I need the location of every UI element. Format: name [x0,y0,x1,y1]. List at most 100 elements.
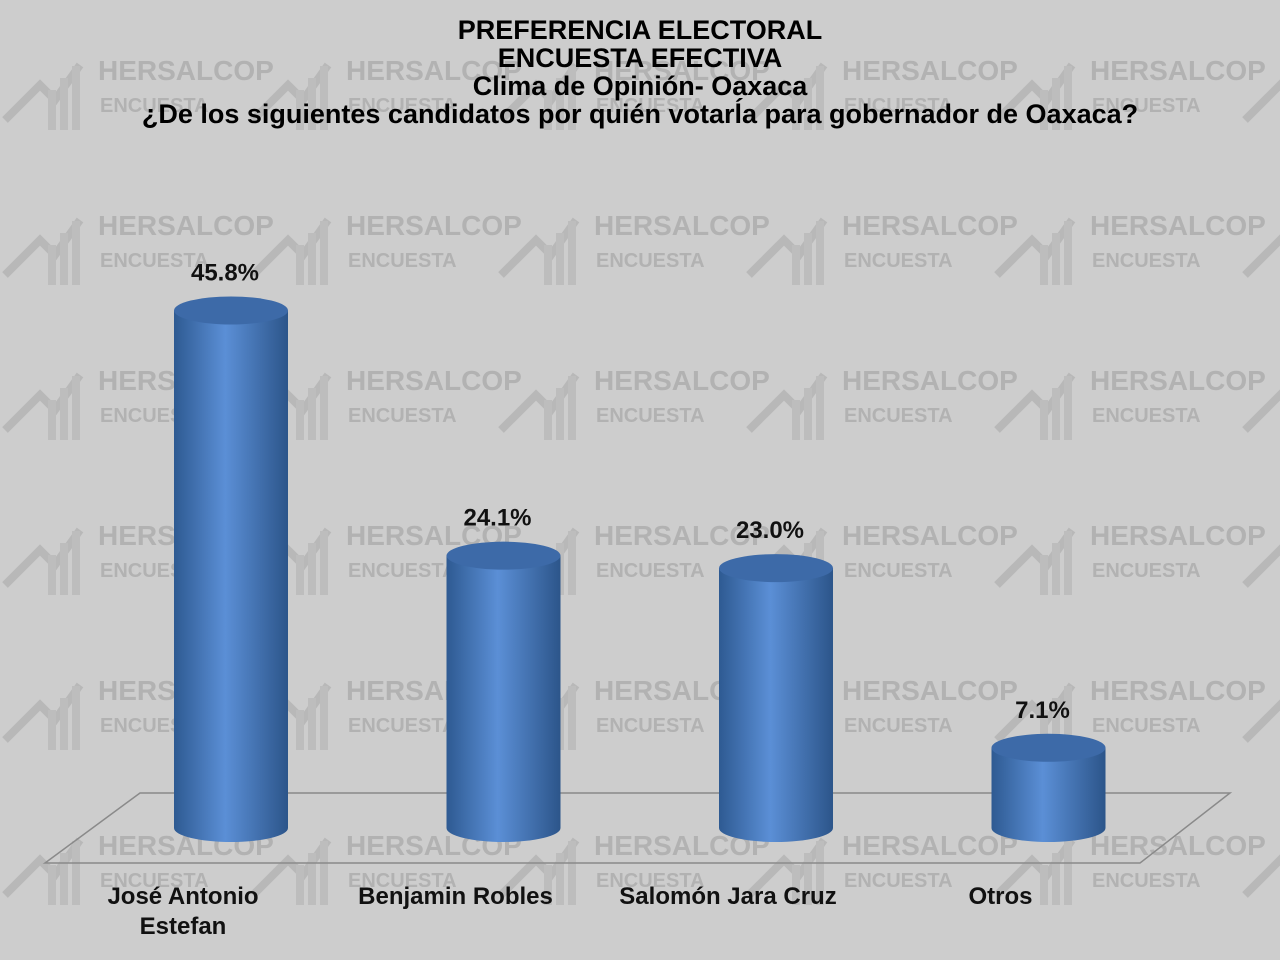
title-line: ENCUESTA EFECTIVA [497,43,783,73]
watermark-name: HERSALCOP [1090,55,1266,86]
watermark-bar [1064,531,1072,595]
watermark-bar [296,555,304,595]
watermark-bar [1040,90,1048,130]
bar [991,733,1106,843]
watermark-bar [48,245,56,285]
watermark-bar [556,233,564,285]
watermark-bar [1040,245,1048,285]
watermark-sub: ENCUESTA [596,560,705,582]
watermark-bar [48,865,56,905]
watermark-name: HERSALCOP [1090,520,1266,551]
watermark-bar [568,66,576,130]
watermark-bar [1040,400,1048,440]
watermark-bar [320,221,328,285]
watermark-bar [556,853,564,905]
watermark-sub: ENCUESTA [348,250,457,272]
watermark-bar [72,221,80,285]
watermark-bar [296,865,304,905]
watermark-name: HERSALCOP [594,55,770,86]
watermark: HERSALCOP ENCUESTA [250,55,522,130]
watermark-bar [792,90,800,130]
watermark-bar [320,841,328,905]
watermark-bar [60,233,68,285]
watermark-bar [544,400,552,440]
watermark-bar [296,245,304,285]
watermark-bar [320,531,328,595]
watermark-sub: ENCUESTA [1092,715,1201,737]
watermark-sub: ENCUESTA [596,95,705,117]
watermark-sub: ENCUESTA [348,870,457,892]
data-label: 7.1% [1015,697,1070,724]
watermark-bar [72,686,80,750]
watermark-sub: ENCUESTA [348,95,457,117]
watermark-sub: ENCUESTA [1092,250,1201,272]
bar-top [991,733,1106,762]
watermark-bar [1040,865,1048,905]
watermark-name: HERSALCOP [346,55,522,86]
x-tick-label: Benjamin Robles [358,883,553,910]
watermark-icon [2,372,84,433]
watermark-bar [308,78,316,130]
bar-body [991,747,1106,843]
watermark-bar [544,245,552,285]
watermark-icon [2,217,84,278]
watermark-bar [48,90,56,130]
watermark: HERSALCOP ENCUESTA [994,210,1266,285]
watermark-sub: ENCUESTA [596,250,705,272]
watermark-sub: ENCUESTA [100,870,209,892]
watermark: HERSALCOP ENCUESTA [498,55,770,130]
watermark-bar [308,233,316,285]
bar-body [719,568,833,842]
title-line: Clima de Opinión- Oaxaca [472,71,808,101]
bar-top [174,296,288,325]
watermark-sub: ENCUESTA [1092,95,1201,117]
watermark-name: HERSALCOP [594,520,770,551]
watermark-bar [792,865,800,905]
watermark-name: HERSALCOP [1090,210,1266,241]
watermark-name: HERSALCOP [842,830,1018,861]
watermark-bar [804,853,812,905]
watermark-bar [1052,233,1060,285]
watermark-sub: ENCUESTA [100,95,209,117]
watermark-bar [1052,78,1060,130]
floor [42,792,1233,864]
watermark-sub: ENCUESTA [348,715,457,737]
watermark-sub: ENCUESTA [596,870,705,892]
watermark-bar [1052,388,1060,440]
watermark-bar [60,78,68,130]
watermark-bar [1040,710,1048,750]
watermark-bar [1052,853,1060,905]
watermark-bar [48,710,56,750]
watermark-bar [816,66,824,130]
watermark-icon [2,682,84,743]
watermark-sub: ENCUESTA [844,405,953,427]
watermark-bar [296,400,304,440]
watermark-bar [816,221,824,285]
watermark-bar [48,400,56,440]
watermark-bar [556,78,564,130]
watermark-sub: ENCUESTA [844,870,953,892]
watermark-bar [72,841,80,905]
watermark-bar [296,710,304,750]
watermark-name: HERSALCOP [842,55,1018,86]
watermark-bar [792,400,800,440]
watermark-name: HERSALCOP [346,365,522,396]
watermark-bar [568,686,576,750]
watermark-bar [72,66,80,130]
watermark-sub: ENCUESTA [100,250,209,272]
watermark-sub: ENCUESTA [596,405,705,427]
watermark-bar [544,865,552,905]
